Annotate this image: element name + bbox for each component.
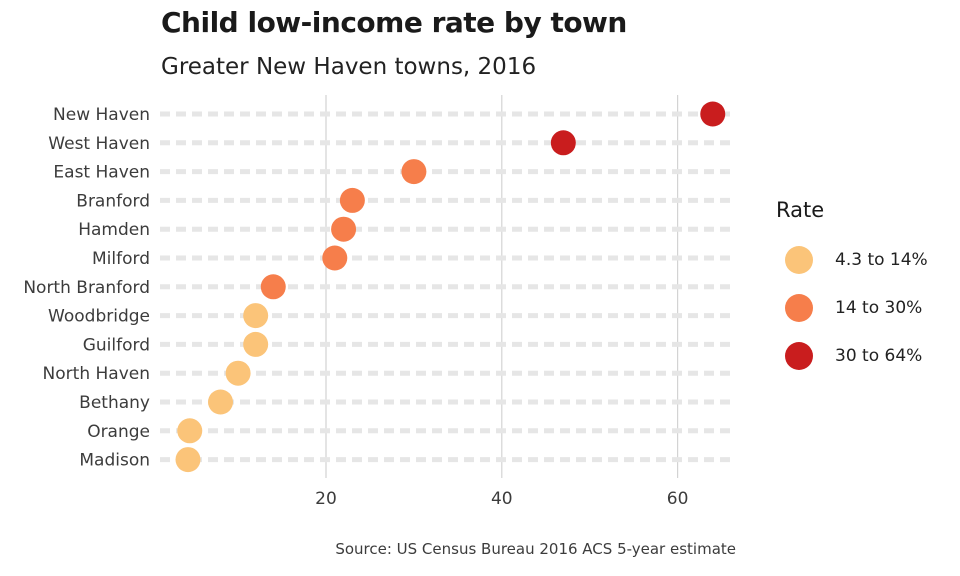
y-tick-label: West Haven — [48, 134, 150, 154]
y-tick-label: Branford — [76, 191, 150, 211]
legend-label-mid: 14 to 30% — [835, 298, 923, 318]
legend: Rate 4.3 to 14% 14 to 30% 30 to 64% — [776, 198, 928, 380]
data-point — [243, 331, 269, 357]
data-point — [225, 360, 251, 386]
legend-item-low: 4.3 to 14% — [776, 236, 928, 284]
y-tick-label: North Haven — [43, 364, 150, 384]
legend-title: Rate — [776, 198, 825, 222]
legend-label-high: 30 to 64% — [835, 346, 923, 366]
data-point — [339, 187, 365, 213]
legend-item-mid: 14 to 30% — [776, 284, 928, 332]
data-points — [175, 101, 726, 473]
horizontal-gridlines — [160, 111, 736, 463]
x-axis-labels: 20 40 60 — [315, 489, 688, 509]
data-point — [331, 216, 357, 242]
chart-title: Child low-income rate by town — [161, 6, 627, 39]
data-point — [260, 274, 286, 300]
y-tick-label: Madison — [79, 451, 150, 471]
y-tick-label: North Branford — [23, 278, 150, 298]
y-tick-label: New Haven — [53, 105, 150, 125]
chart-caption: Source: US Census Bureau 2016 ACS 5-year… — [335, 540, 736, 558]
y-axis-labels: New Haven West Haven East Haven Branford Ham… — [23, 105, 150, 471]
data-point — [175, 447, 201, 473]
x-tick-label-40: 40 — [491, 489, 513, 509]
y-tick-label: East Haven — [53, 163, 150, 183]
y-tick-label: Orange — [87, 422, 150, 442]
data-point — [177, 418, 203, 444]
y-tick-label: Hamden — [78, 220, 150, 240]
x-tick-label-20: 20 — [315, 489, 337, 509]
legend-item-high: 30 to 64% — [776, 332, 928, 380]
chart-subtitle: Greater New Haven towns, 2016 — [161, 54, 537, 80]
legend-swatch-low — [785, 246, 813, 274]
legend-swatch-mid — [785, 294, 813, 322]
x-tick-label-60: 60 — [667, 489, 689, 509]
data-point — [322, 245, 348, 271]
y-tick-label: Bethany — [79, 393, 150, 413]
y-tick-label: Guilford — [83, 335, 150, 355]
data-point — [401, 159, 427, 185]
legend-swatch-high — [785, 342, 813, 370]
y-tick-label: Woodbridge — [48, 307, 150, 327]
data-point — [700, 101, 726, 127]
data-point — [550, 130, 576, 156]
data-point — [208, 389, 234, 415]
data-point — [243, 303, 269, 329]
y-tick-label: Milford — [92, 249, 150, 269]
legend-label-low: 4.3 to 14% — [835, 250, 928, 270]
